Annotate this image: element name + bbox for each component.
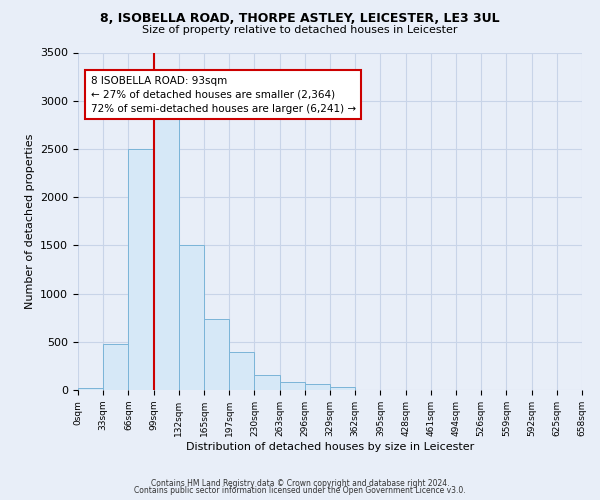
Bar	[128, 149, 154, 390]
Bar	[229, 352, 254, 390]
Bar	[179, 246, 204, 390]
Text: Contains HM Land Registry data © Crown copyright and database right 2024.: Contains HM Land Registry data © Crown c…	[151, 478, 449, 488]
Bar	[254, 375, 280, 390]
Bar	[330, 387, 355, 390]
Text: Contains public sector information licensed under the Open Government Licence v3: Contains public sector information licen…	[134, 486, 466, 495]
Bar	[78, 388, 103, 390]
Text: 8 ISOBELLA ROAD: 93sqm
← 27% of detached houses are smaller (2,364)
72% of semi-: 8 ISOBELLA ROAD: 93sqm ← 27% of detached…	[91, 76, 356, 114]
Bar	[204, 318, 229, 390]
Text: 8, ISOBELLA ROAD, THORPE ASTLEY, LEICESTER, LE3 3UL: 8, ISOBELLA ROAD, THORPE ASTLEY, LEICEST…	[100, 12, 500, 26]
Bar	[154, 118, 179, 390]
X-axis label: Distribution of detached houses by size in Leicester: Distribution of detached houses by size …	[186, 442, 474, 452]
Y-axis label: Number of detached properties: Number of detached properties	[25, 134, 35, 309]
Text: Size of property relative to detached houses in Leicester: Size of property relative to detached ho…	[142, 25, 458, 35]
Bar	[305, 384, 330, 390]
Bar	[103, 344, 128, 390]
Bar	[280, 382, 305, 390]
